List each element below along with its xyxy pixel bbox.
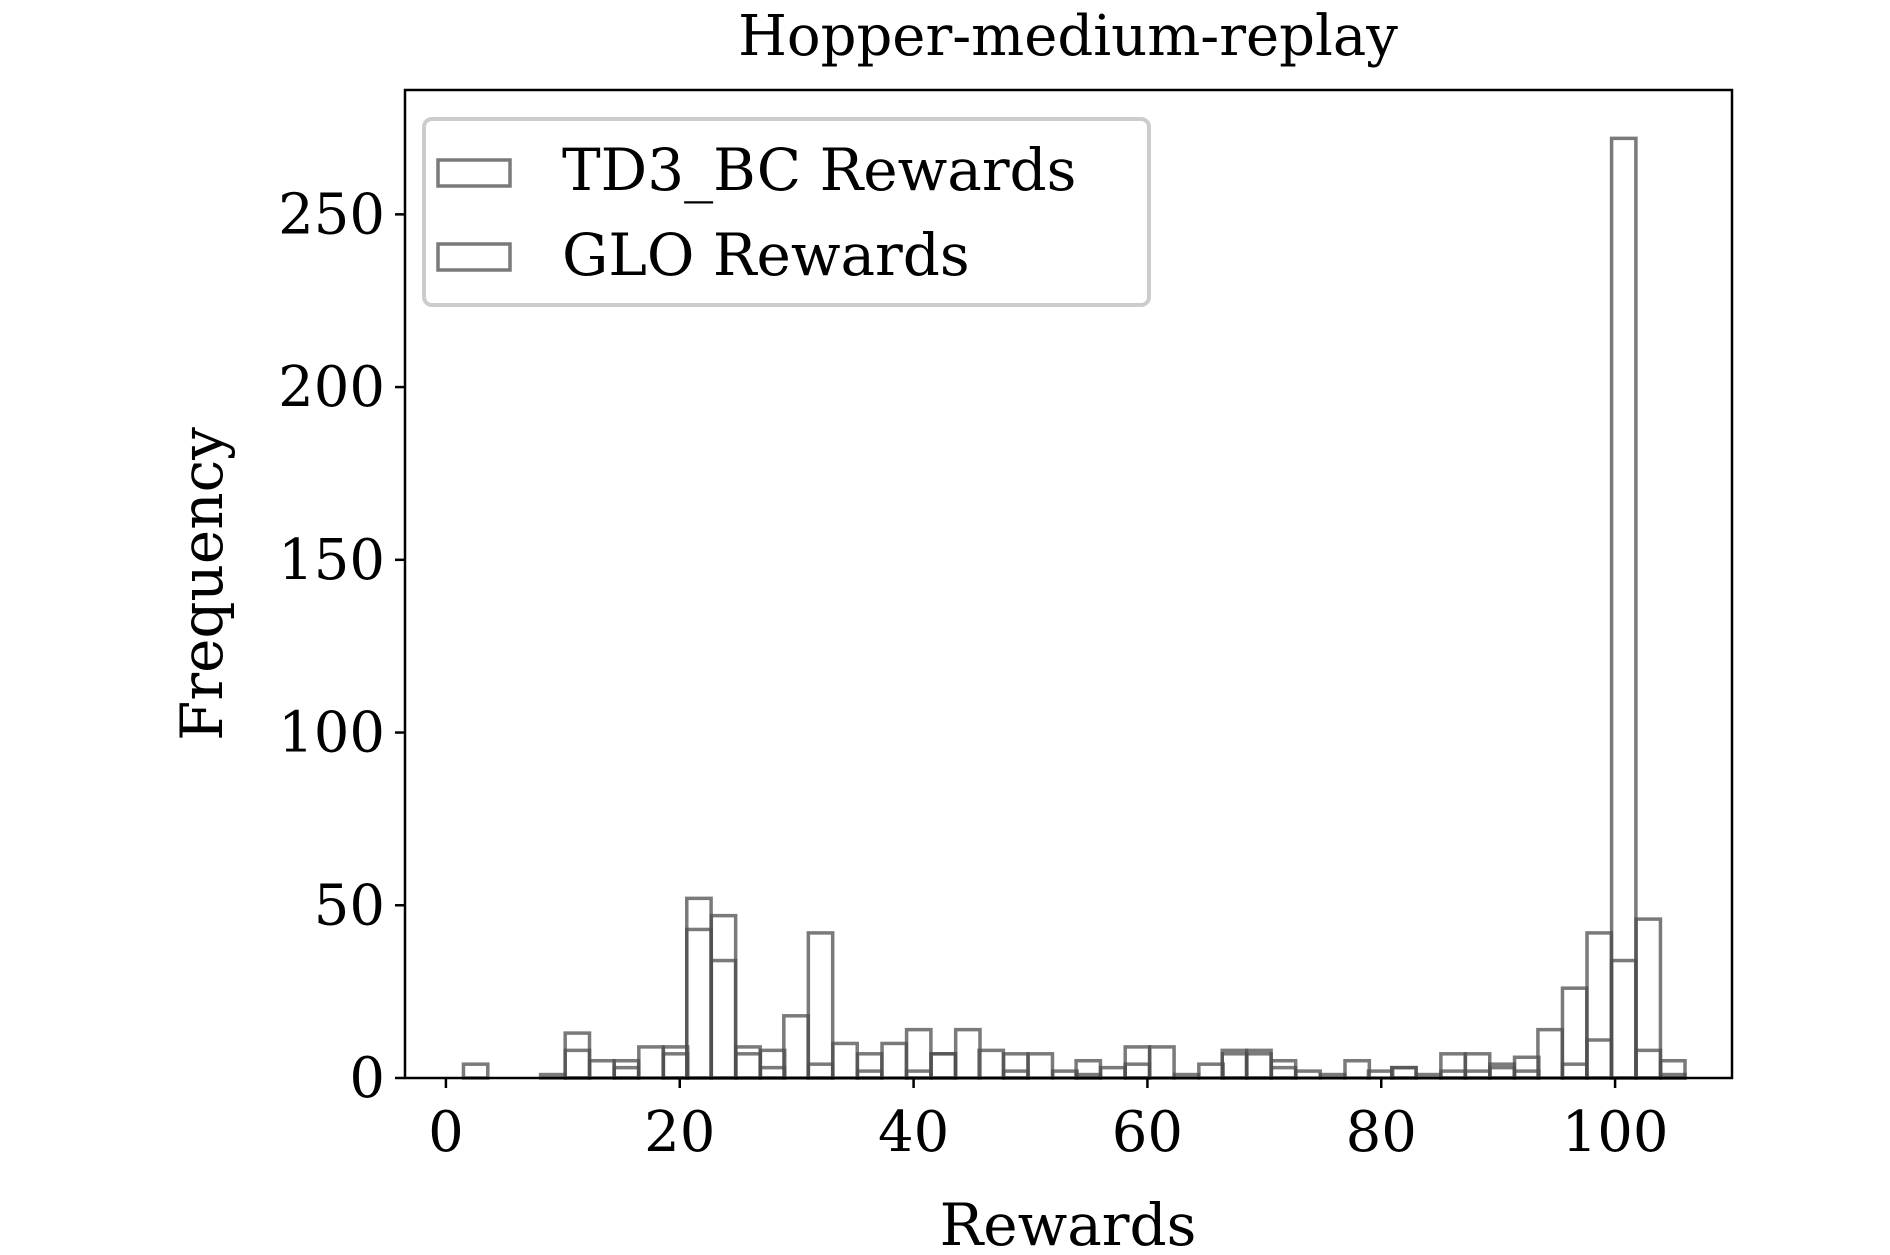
x-tick-label-0: 0 <box>428 1100 464 1165</box>
legend-swatch-td3bc <box>436 158 512 188</box>
y-ticks: 0 50 100 150 200 250 <box>278 182 405 1111</box>
y-tick-label-4: 200 <box>278 355 385 420</box>
y-tick-label-0: 0 <box>349 1046 385 1111</box>
legend-label-glo: GLO Rewards <box>562 221 970 289</box>
x-axis-label: Rewards <box>940 1191 1197 1255</box>
x-tick-label-4: 80 <box>1346 1100 1417 1165</box>
y-tick-label-5: 250 <box>278 182 385 247</box>
x-tick-label-1: 20 <box>644 1100 715 1165</box>
legend-swatch-glo <box>436 242 512 272</box>
x-tick-label-5: 100 <box>1562 1100 1669 1165</box>
x-tick-label-3: 60 <box>1112 1100 1183 1165</box>
y-tick-label-1: 50 <box>314 873 385 938</box>
legend: TD3_BC Rewards GLO Rewards <box>422 117 1151 307</box>
legend-label-td3bc: TD3_BC Rewards <box>562 136 1076 204</box>
x-tick-label-2: 40 <box>878 1100 949 1165</box>
y-axis-label: Frequency <box>168 427 236 741</box>
chart-title: Hopper-medium-replay <box>738 4 1398 69</box>
y-tick-label-2: 100 <box>278 701 385 766</box>
legend-box <box>422 117 1151 307</box>
x-ticks: 0 20 40 60 80 100 <box>428 1078 1669 1165</box>
y-tick-label-3: 150 <box>278 528 385 593</box>
plot-frame <box>403 88 1734 1080</box>
